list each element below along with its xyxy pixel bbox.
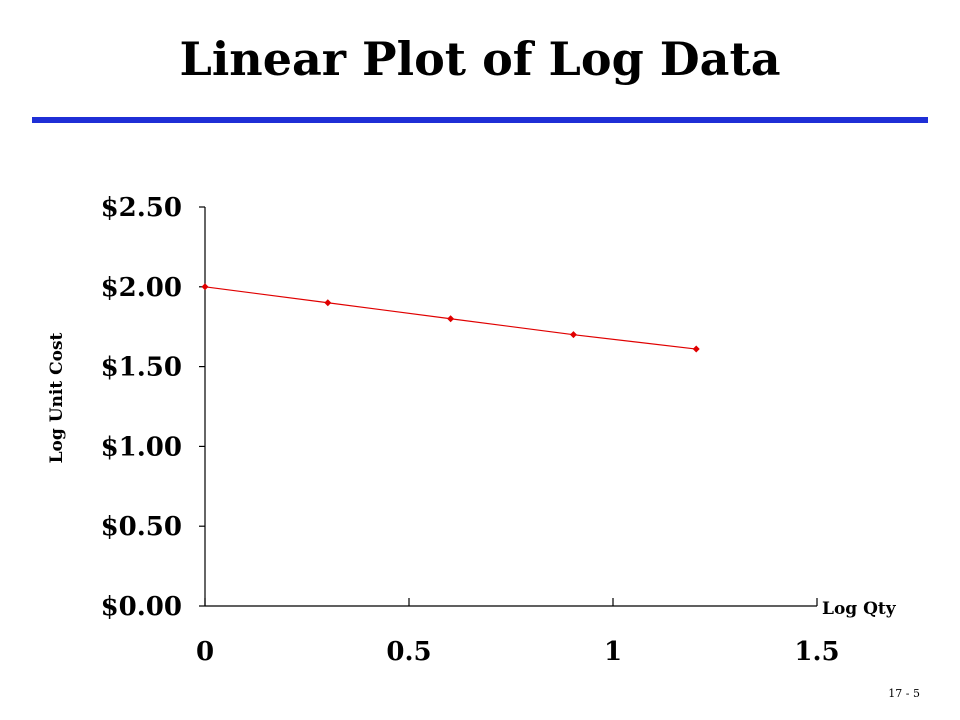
- x-tick-label: 1.5: [794, 637, 839, 667]
- data-point: [447, 315, 455, 323]
- x-tick-label: 0.5: [386, 637, 431, 667]
- y-tick-label: $2.00: [101, 273, 182, 303]
- x-tick-label: 0: [196, 637, 214, 667]
- y-ticks: $0.00 $0.50 $1.00 $1.50 $2.00 $2.50: [101, 193, 205, 622]
- data-point: [569, 331, 577, 339]
- y-tick-label: $1.00: [101, 432, 182, 462]
- x-tick-label: 1: [604, 637, 622, 667]
- title-rule: [32, 117, 928, 123]
- y-axis-title: Log Unit Cost: [47, 332, 67, 463]
- chart-axes: [204, 207, 817, 607]
- data-point: [324, 299, 332, 307]
- data-point: [692, 345, 700, 353]
- y-tick-label: $2.50: [101, 193, 182, 223]
- y-tick-label: $1.50: [101, 353, 182, 383]
- y-tick-label: $0.50: [101, 512, 182, 542]
- series-group: [201, 283, 700, 353]
- slide-number: 17 - 5: [888, 687, 920, 700]
- slide-title: Linear Plot of Log Data: [179, 32, 781, 86]
- data-point: [201, 283, 209, 291]
- x-ticks: 0 0.5 1 1.5: [196, 598, 840, 667]
- x-axis-title: Log Qty: [822, 599, 897, 619]
- y-tick-label: $0.00: [101, 592, 182, 622]
